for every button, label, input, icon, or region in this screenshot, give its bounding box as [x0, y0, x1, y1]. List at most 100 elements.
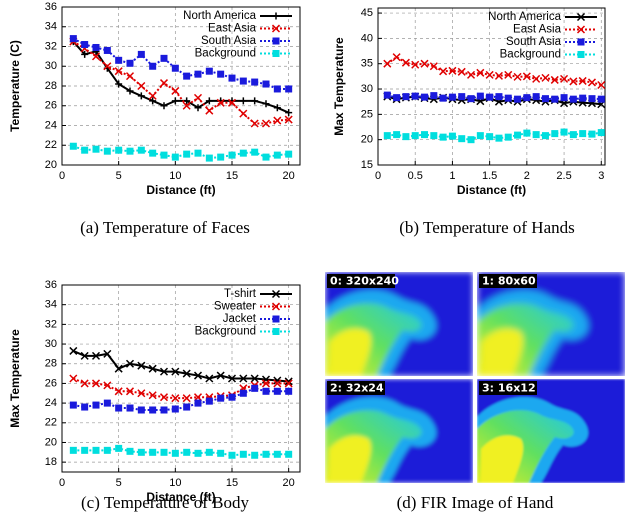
y-axis-label: Temperature (C)	[8, 40, 22, 132]
legend-marker-shape	[578, 39, 585, 46]
y-tick-label: 20	[45, 436, 57, 448]
marker	[263, 388, 270, 395]
x-tick-label: 15	[226, 477, 238, 489]
marker	[195, 400, 202, 407]
marker	[183, 404, 190, 411]
marker	[172, 97, 179, 104]
legend-marker	[273, 50, 280, 57]
marker	[149, 449, 156, 456]
marker	[523, 94, 530, 101]
marker	[183, 73, 190, 80]
y-tick-label: 26	[45, 377, 57, 389]
marker	[93, 146, 100, 153]
legend-marker-shape	[273, 328, 280, 335]
y-tick-label: 24	[45, 397, 57, 409]
marker	[458, 135, 465, 142]
caption: (d) FIR Image of Hand	[397, 493, 554, 512]
series-line	[387, 95, 601, 99]
marker	[579, 130, 586, 137]
marker	[505, 95, 512, 102]
marker	[104, 400, 111, 407]
marker	[251, 120, 258, 127]
marker	[393, 94, 400, 101]
x-tick-label: 0	[59, 477, 65, 489]
marker	[285, 388, 292, 395]
marker	[104, 47, 111, 54]
marker	[421, 131, 428, 138]
marker	[449, 133, 456, 140]
plot-frame	[378, 8, 605, 165]
marker	[533, 93, 540, 100]
marker	[70, 143, 77, 150]
legend-marker-shape	[578, 51, 585, 58]
legend-marker	[273, 13, 280, 20]
y-tick-label: 30	[45, 338, 57, 350]
marker	[449, 94, 456, 101]
marker	[402, 93, 409, 100]
marker	[161, 406, 168, 413]
marker	[384, 92, 391, 99]
marker	[127, 148, 134, 155]
marker	[263, 81, 270, 88]
marker	[127, 448, 134, 455]
marker	[240, 150, 247, 157]
y-tick-label: 30	[361, 83, 373, 95]
legend-marker	[578, 39, 585, 46]
y-tick-label: 28	[45, 80, 57, 92]
marker	[263, 100, 270, 107]
marker	[551, 96, 558, 103]
y-axis-label: Max Temperature	[8, 329, 22, 428]
marker	[115, 405, 122, 412]
y-tick-label: 24	[45, 119, 57, 131]
x-axis-label: Distance (ft)	[146, 183, 215, 197]
marker	[251, 79, 258, 86]
marker	[263, 120, 270, 127]
marker	[115, 147, 122, 154]
legend-marker	[578, 51, 585, 58]
legend-marker	[273, 38, 280, 45]
marker	[217, 154, 224, 161]
marker	[263, 154, 270, 161]
tile-label: 1: 80x60	[482, 275, 536, 288]
marker	[104, 148, 111, 155]
marker	[81, 41, 88, 48]
y-tick-label: 18	[45, 456, 57, 468]
marker	[274, 85, 281, 92]
marker	[430, 92, 437, 99]
marker	[477, 132, 484, 139]
marker	[505, 134, 512, 141]
marker	[263, 451, 270, 458]
marker	[393, 54, 400, 61]
x-tick-label: 15	[226, 170, 238, 182]
marker	[229, 152, 236, 159]
marker	[430, 132, 437, 139]
marker	[149, 150, 156, 157]
marker	[70, 35, 77, 42]
marker	[161, 80, 168, 87]
marker	[183, 151, 190, 158]
y-axis-label: Max Temperature	[332, 37, 346, 136]
marker	[138, 449, 145, 456]
x-tick-label: 10	[169, 170, 181, 182]
y-tick-label: 40	[361, 32, 373, 44]
marker	[588, 79, 595, 86]
marker	[149, 63, 156, 70]
marker	[206, 107, 213, 114]
caption: (a) Temperature of Faces	[80, 218, 250, 237]
y-tick-label: 28	[45, 358, 57, 370]
x-tick-label: 20	[283, 477, 295, 489]
marker	[138, 406, 145, 413]
marker	[542, 132, 549, 139]
marker	[421, 94, 428, 101]
chart: 20222426283032343605101520Distance (ft)T…	[8, 1, 300, 197]
marker	[70, 447, 77, 454]
y-tick-label: 26	[45, 100, 57, 112]
marker	[240, 97, 247, 104]
marker	[588, 131, 595, 138]
marker	[598, 96, 605, 103]
marker	[274, 152, 281, 159]
marker	[217, 450, 224, 457]
marker	[274, 388, 281, 395]
tile-label: 2: 32x24	[330, 382, 384, 395]
